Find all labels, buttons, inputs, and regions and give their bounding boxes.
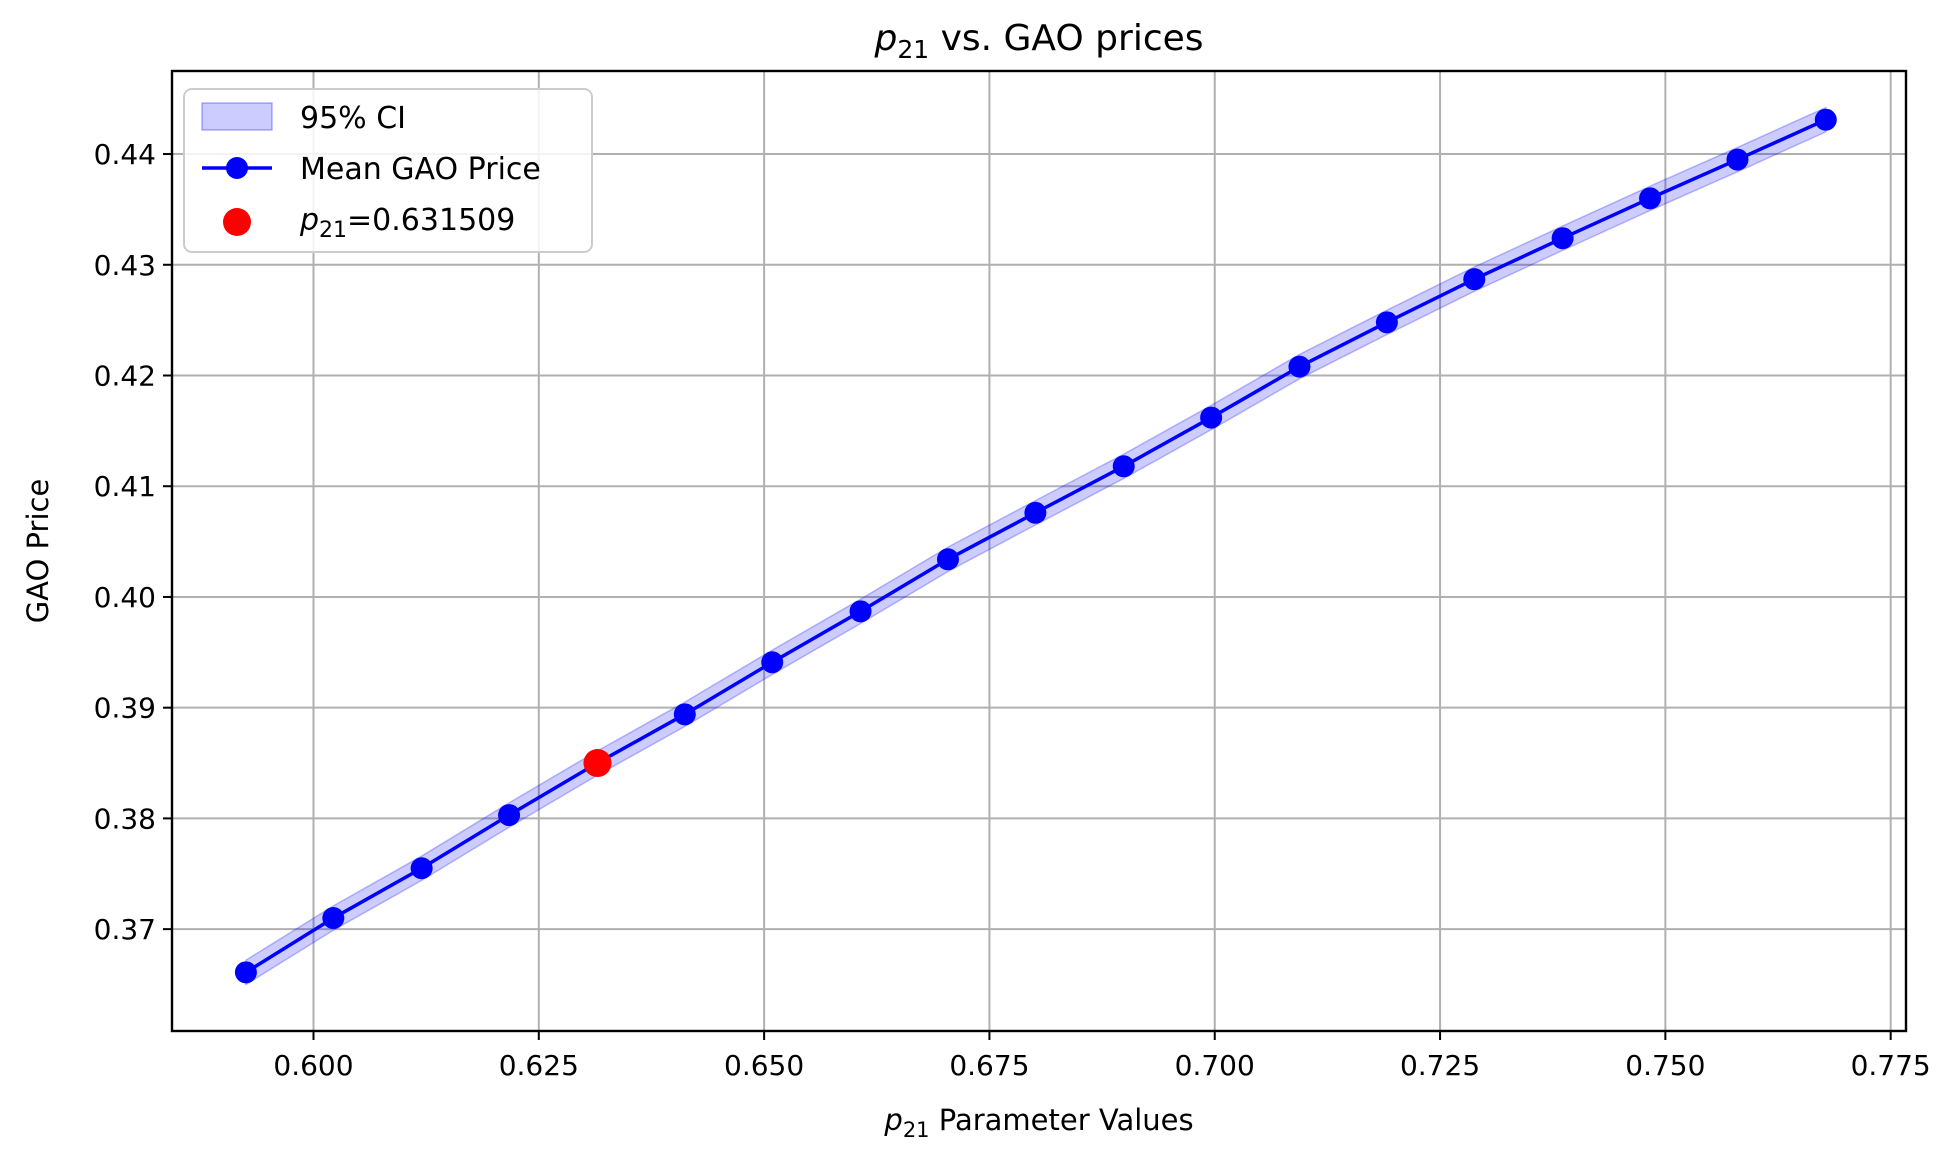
y-tick-label: 0.39	[94, 692, 156, 725]
legend-highlight-variable: p	[299, 203, 319, 238]
y-tick-label: 0.42	[94, 359, 156, 392]
title-subscript: 21	[897, 35, 929, 64]
plot-frame	[170, 69, 1908, 1033]
xlabel-rest: Parameter Values	[930, 1103, 1194, 1137]
mean-price-point	[1200, 406, 1223, 429]
x-tick-label: 0.700	[1175, 1049, 1255, 1082]
y-axis-ticks: 0.37 0.38 0.39 0.40 0.41 0.42 0.43 0.44	[94, 138, 172, 946]
x-tick-label: 0.600	[273, 1049, 353, 1082]
mean-price-point	[322, 907, 345, 930]
mean-price-point	[498, 804, 521, 827]
mean-price-point	[410, 857, 433, 880]
chart-title: p21 vs. GAO prices	[873, 18, 1203, 64]
mean-price-point	[849, 600, 872, 623]
mean-price-point	[1024, 501, 1047, 524]
mean-price-point	[1288, 355, 1311, 378]
mean-price-point	[936, 548, 959, 571]
xlabel-subscript: 21	[903, 1118, 930, 1142]
x-tick-label: 0.775	[1851, 1049, 1931, 1082]
mean-price-point	[234, 961, 257, 984]
mean-price-point	[1814, 108, 1837, 131]
highlight-point	[583, 749, 612, 778]
legend-box	[183, 88, 593, 253]
x-axis-label: p21 Parameter Values	[883, 1103, 1193, 1142]
highlight-layer	[583, 749, 612, 778]
mean-price-point	[1112, 455, 1135, 478]
legend: 95% CI Mean GAO Price p21=0.631509	[183, 88, 593, 253]
ci-band-layer	[245, 106, 1827, 986]
mean-price-point	[1551, 227, 1574, 250]
y-axis-label: GAO Price	[21, 479, 55, 624]
legend-ci-label: 95% CI	[300, 101, 406, 136]
x-axis-ticks: 0.600 0.625 0.650 0.675 0.700 0.725 0.750 0.775	[273, 1031, 1931, 1082]
mean-price-point	[1639, 187, 1662, 210]
xlabel-variable: p	[883, 1103, 902, 1137]
x-tick-label: 0.650	[724, 1049, 804, 1082]
y-tick-label: 0.43	[94, 249, 156, 282]
y-tick-label: 0.44	[94, 138, 156, 171]
legend-highlight-rest: =0.631509	[347, 203, 515, 238]
y-tick-label: 0.38	[94, 802, 156, 835]
legend-highlight-label: p21=0.631509	[299, 203, 515, 243]
y-tick-label: 0.41	[94, 470, 156, 503]
legend-highlight-marker	[223, 208, 251, 236]
series-layer	[234, 108, 1837, 984]
y-tick-label: 0.37	[94, 913, 156, 946]
legend-mean-marker	[226, 157, 248, 179]
y-tick-label: 0.40	[94, 581, 156, 614]
mean-price-point	[673, 703, 696, 726]
mean-price-point	[1463, 268, 1486, 291]
mean-price-point	[761, 651, 784, 674]
ci-band	[245, 106, 1827, 986]
x-tick-label: 0.675	[949, 1049, 1029, 1082]
mean-price-point	[1375, 311, 1398, 334]
x-tick-label: 0.750	[1625, 1049, 1705, 1082]
x-tick-label: 0.725	[1400, 1049, 1480, 1082]
mean-price-point	[1726, 148, 1749, 171]
x-tick-label: 0.625	[499, 1049, 579, 1082]
title-rest: vs. GAO prices	[929, 18, 1203, 59]
legend-ci-swatch	[201, 102, 273, 131]
title-variable: p	[873, 18, 897, 59]
grid	[172, 71, 1906, 1031]
legend-mean-label: Mean GAO Price	[300, 152, 541, 187]
legend-highlight-subscript: 21	[319, 218, 347, 243]
